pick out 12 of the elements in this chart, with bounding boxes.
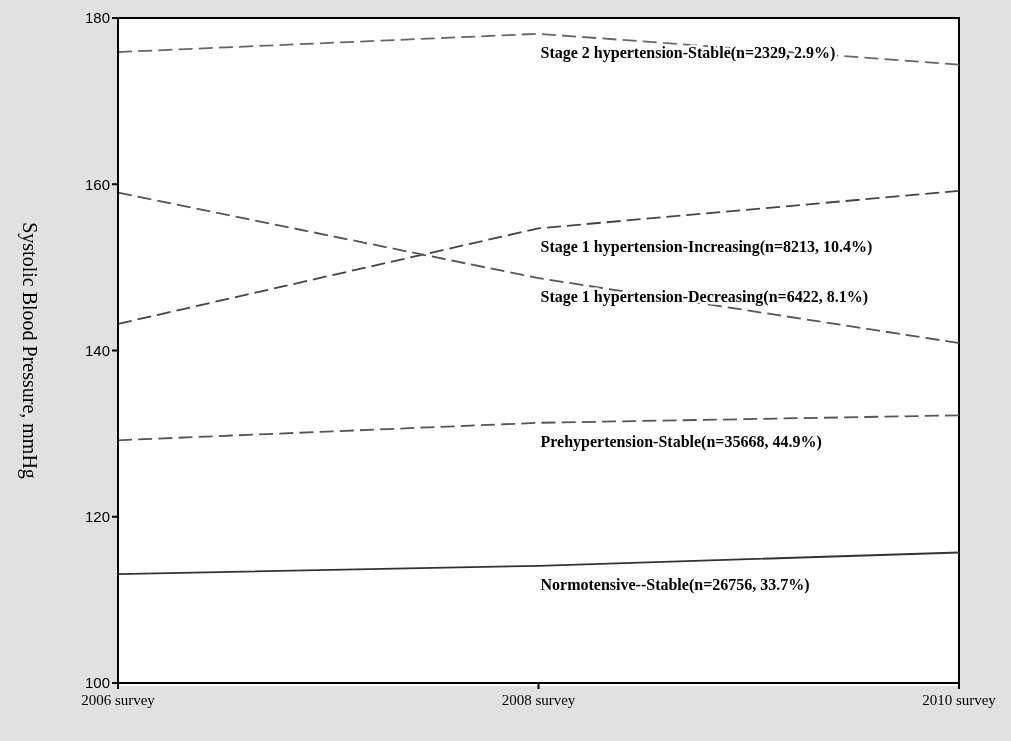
y-tick-label: 180 <box>84 9 110 27</box>
y-tick-label: 140 <box>84 341 110 359</box>
y-tick-label: 160 <box>84 175 110 193</box>
x-tick-label: 2006 survey <box>81 692 156 708</box>
y-tick-label: 120 <box>84 508 110 526</box>
y-tick-label: 100 <box>84 674 110 692</box>
series-label: Normotensive--Stable(n=26756, 33.7%) <box>540 575 810 594</box>
series-label: Stage 1 hypertension-Increasing(n=8213, 10.4%) <box>540 238 873 257</box>
y-axis-title: Systolic Blood Pressure, mmHg <box>17 222 41 479</box>
x-tick-label: 2008 survey <box>501 692 576 708</box>
series-label: Prehypertension-Stable(n=35668, 44.9%) <box>540 432 822 451</box>
x-tick-label: 2010 survey <box>922 692 997 708</box>
